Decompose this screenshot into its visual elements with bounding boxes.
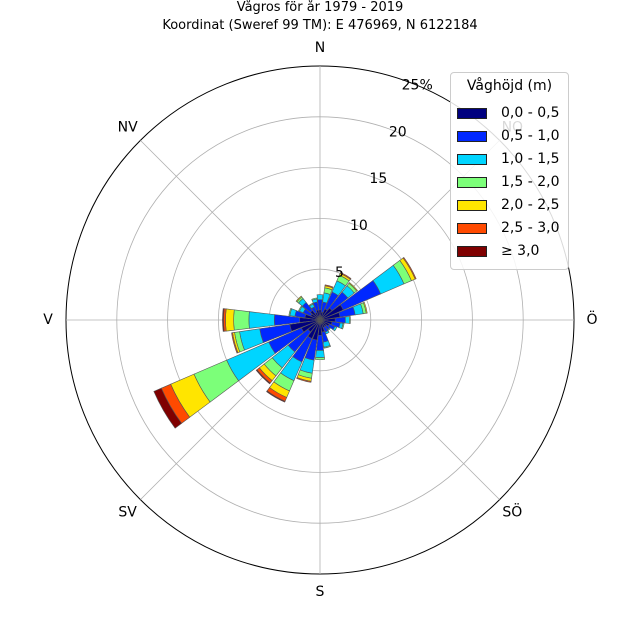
rose-bar-segment bbox=[231, 332, 239, 354]
rose-bar-segment bbox=[316, 294, 324, 301]
chart-title-line2: Koordinat (Sweref 99 TM): E 476969, N 61… bbox=[162, 18, 478, 33]
rose-bar-segment bbox=[339, 271, 352, 280]
rose-bar-segment bbox=[311, 297, 318, 301]
legend-label: 1,0 - 1,5 bbox=[501, 151, 560, 167]
rose-bar-segment bbox=[341, 323, 345, 330]
rose-bar-segment bbox=[288, 307, 293, 316]
direction-label: Ö bbox=[586, 310, 597, 328]
rose-bar-segment bbox=[324, 330, 330, 335]
chart-title-line1: Vågros för år 1979 - 2019 bbox=[236, 0, 404, 15]
legend-title: Våghöjd (m) bbox=[466, 78, 553, 94]
direction-label: S bbox=[316, 584, 325, 600]
legend-item: 2,5 - 3,0 bbox=[457, 220, 559, 236]
rose-bar-segment bbox=[324, 284, 334, 289]
legend-label: 0,0 - 0,5 bbox=[501, 105, 560, 121]
rose-bar-segment bbox=[266, 390, 286, 403]
legend-swatch bbox=[457, 130, 487, 142]
legend-item: 1,5 - 2,0 bbox=[457, 174, 559, 190]
legend-label: 0,5 - 1,0 bbox=[501, 128, 560, 144]
legend-swatch bbox=[457, 107, 487, 119]
rose-bar-segment bbox=[402, 256, 417, 280]
radial-tick-label: 25% bbox=[402, 77, 433, 93]
rose-bar-segment bbox=[348, 282, 358, 292]
radial-tick-label: 10 bbox=[350, 218, 368, 234]
rose-bar-segment bbox=[255, 369, 271, 385]
rose-bar-segment bbox=[248, 311, 275, 329]
rose-bar-segment bbox=[363, 301, 368, 314]
rose-bar-segment bbox=[323, 345, 331, 349]
rose-bars bbox=[153, 256, 417, 429]
radial-tick-label: 5 bbox=[335, 265, 344, 281]
rose-bar-segment bbox=[233, 309, 250, 331]
direction-label: N bbox=[315, 40, 325, 56]
legend-item: 1,0 - 1,5 bbox=[457, 151, 559, 167]
direction-label: SV bbox=[118, 504, 137, 520]
direction-label: SÖ bbox=[502, 502, 522, 520]
legend-swatch bbox=[457, 153, 487, 165]
angular-gridline bbox=[140, 140, 321, 321]
radial-tick-label: 15 bbox=[369, 171, 387, 187]
rose-bar-segment bbox=[315, 349, 325, 358]
legend-item: 0,5 - 1,0 bbox=[457, 128, 559, 144]
direction-label: V bbox=[43, 312, 53, 328]
legend-item: 2,0 - 2,5 bbox=[457, 197, 559, 213]
rose-bar-segment bbox=[222, 308, 225, 332]
legend-swatch bbox=[457, 176, 487, 188]
rose-bar-segment bbox=[298, 305, 303, 312]
legend-label: 2,5 - 3,0 bbox=[501, 220, 560, 236]
legend-swatch bbox=[457, 199, 487, 211]
rose-bar-segment bbox=[332, 326, 338, 332]
rose-bar-segment bbox=[315, 356, 325, 360]
angular-gridline bbox=[319, 319, 500, 500]
legend-item: 0,0 - 0,5 bbox=[457, 105, 559, 121]
rose-bar-segment bbox=[295, 295, 303, 303]
rose-bar-segment bbox=[153, 387, 183, 429]
legend-label: 1,5 - 2,0 bbox=[501, 174, 560, 190]
rose-bar-segment bbox=[225, 308, 235, 332]
legend-swatch bbox=[457, 222, 487, 234]
rose-bar-segment bbox=[344, 316, 350, 324]
legend-label: 2,0 - 2,5 bbox=[501, 197, 560, 213]
legend-swatch bbox=[457, 245, 487, 257]
rose-bar-segment bbox=[296, 377, 312, 383]
rose-bar-segment bbox=[327, 327, 331, 331]
rose-bar-segment bbox=[308, 302, 314, 307]
radial-tick-label: 20 bbox=[389, 124, 407, 140]
legend-label: ≥ 3,0 bbox=[501, 243, 540, 259]
rose-bar-segment bbox=[334, 316, 346, 324]
direction-label: NV bbox=[118, 120, 138, 136]
rose-bar-segment bbox=[348, 316, 351, 324]
legend-item: ≥ 3,0 bbox=[457, 243, 539, 259]
legend: Våghöjd (m) 0,0 - 0,5 0,5 - 1,0 1,0 - 1,… bbox=[450, 72, 569, 270]
